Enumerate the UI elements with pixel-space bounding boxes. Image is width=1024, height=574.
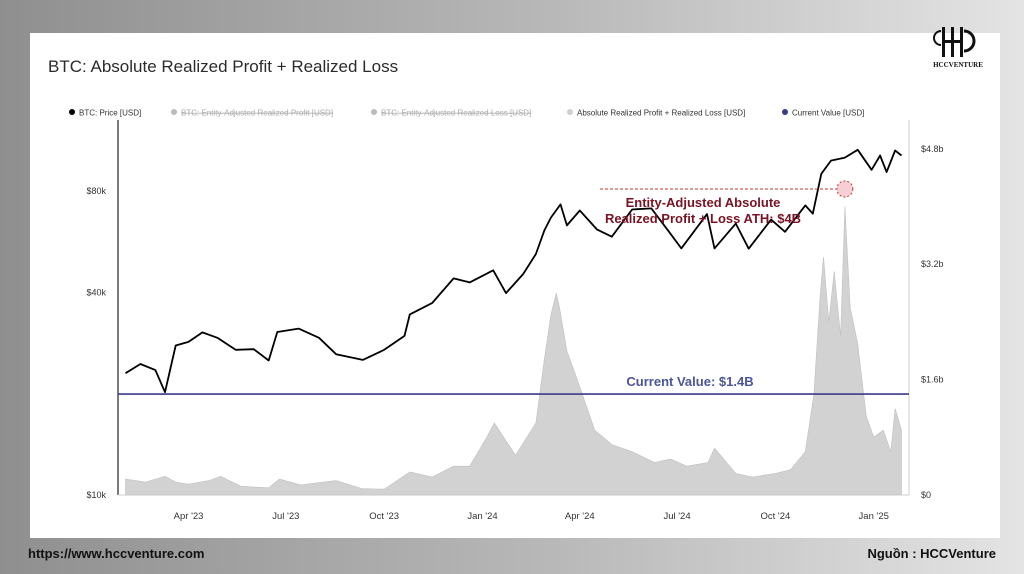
current-value-annotation: Current Value: $1.4B xyxy=(626,374,753,389)
ath-annotation-line2: Realized Profit + Loss ATH: $4B xyxy=(605,211,801,226)
legend-marker xyxy=(371,109,377,115)
legend-marker xyxy=(567,109,573,115)
footer-source: Nguồn : HCCVenture xyxy=(867,546,996,561)
x-tick-label: Jan '24 xyxy=(467,511,497,522)
x-tick-label: Oct '23 xyxy=(369,511,399,522)
legend-label: Absolute Realized Profit + Realized Loss… xyxy=(577,109,745,118)
right-tick-label: $4.8b xyxy=(921,144,944,154)
legend-marker xyxy=(69,109,75,115)
logo-text: HCCVENTURE xyxy=(933,61,983,69)
footer-url[interactable]: https://www.hccventure.com xyxy=(28,546,205,561)
left-tick-label: $80k xyxy=(86,186,106,196)
legend-marker xyxy=(782,109,788,115)
left-tick-label: $10k xyxy=(86,490,106,500)
left-tick-label: $40k xyxy=(86,287,106,297)
legend-label: Current Value [USD] xyxy=(792,109,864,118)
x-tick-label: Apr '24 xyxy=(565,511,595,522)
x-tick-label: Oct '24 xyxy=(760,511,790,522)
right-tick-label: $0 xyxy=(921,490,931,500)
right-tick-label: $3.2b xyxy=(921,259,944,269)
x-tick-label: Jul '24 xyxy=(663,511,690,522)
series-line-btc-price xyxy=(125,148,903,394)
x-tick-label: Jan '25 xyxy=(859,511,889,522)
hccventure-logo: HCCVENTURE xyxy=(933,27,983,69)
legend-label: BTC: Entity-Adjusted Realized Profit [US… xyxy=(181,109,333,118)
x-tick-label: Apr '23 xyxy=(174,511,204,522)
chart-title: BTC: Absolute Realized Profit + Realized… xyxy=(48,57,399,76)
x-tick-label: Jul '23 xyxy=(272,511,299,522)
ath-marker xyxy=(836,180,854,198)
legend-label: BTC: Entity-Adjusted Realized Loss [USD] xyxy=(381,109,531,118)
ath-annotation-line1: Entity-Adjusted Absolute xyxy=(626,195,781,210)
legend-marker xyxy=(171,109,177,115)
legend-label: BTC: Price [USD] xyxy=(79,109,141,118)
right-tick-label: $1.6b xyxy=(921,375,944,385)
series-area-realized-profit-loss xyxy=(125,206,902,496)
